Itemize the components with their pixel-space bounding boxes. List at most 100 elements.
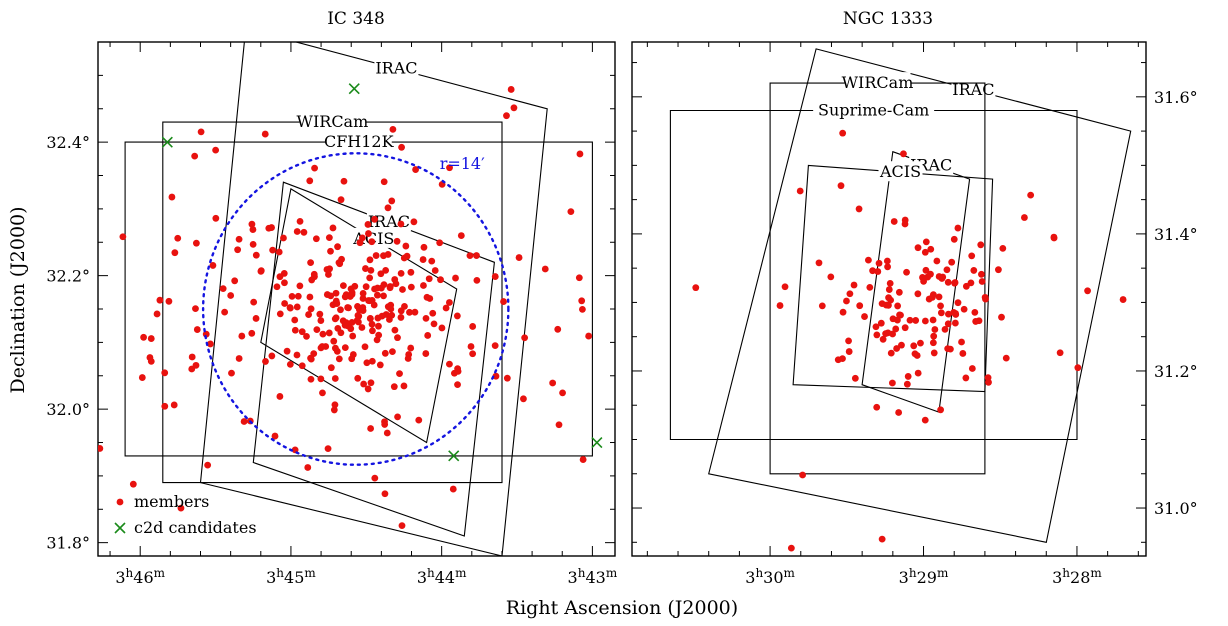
member-point (281, 300, 289, 307)
member-point (396, 370, 403, 378)
member-point (316, 310, 324, 318)
member-point (869, 267, 877, 275)
member-point (929, 316, 937, 324)
member-point (925, 295, 933, 303)
member-point (1021, 214, 1028, 221)
member-point (235, 235, 243, 243)
ic348-panel: IC 348 (97, 9, 616, 557)
member-point (968, 365, 976, 372)
footprint-wircam (769, 82, 986, 475)
member-point (319, 389, 326, 397)
member-point (914, 369, 922, 377)
member-point (334, 243, 341, 251)
member-point (424, 332, 432, 339)
member-point (359, 304, 367, 311)
member-point (507, 86, 515, 93)
ngc1333-title: NGC 1333 (843, 9, 933, 29)
footprint-label-bg (813, 99, 935, 120)
member-point (407, 283, 415, 291)
member-point (341, 293, 349, 301)
x-tick-label: 3h45m (266, 566, 316, 587)
member-point (885, 301, 892, 309)
member-point (161, 402, 169, 410)
member-point (206, 340, 214, 348)
member-point (885, 294, 892, 302)
member-point (998, 313, 1005, 321)
member-point (271, 432, 279, 440)
member-point (249, 240, 257, 248)
member-point (874, 268, 882, 275)
member-point (559, 389, 566, 397)
member-point (165, 297, 173, 305)
member-point (567, 208, 575, 216)
member-point (361, 343, 369, 351)
member-point (520, 395, 527, 403)
member-point (359, 295, 367, 302)
member-point (326, 265, 333, 273)
member-point (446, 164, 453, 172)
member-point (1050, 233, 1058, 241)
member-point (827, 273, 835, 281)
member-point (948, 258, 956, 266)
member-point (927, 245, 935, 253)
member-point (407, 268, 415, 276)
y-axis-title: Declination (J2000) (7, 206, 29, 393)
member-point (351, 282, 359, 290)
member-point (901, 216, 909, 224)
member-point (429, 309, 437, 317)
member-point (865, 256, 872, 264)
member-point (922, 238, 930, 246)
c2d-candidate-point (591, 436, 603, 449)
member-point (466, 252, 474, 260)
member-point (212, 214, 220, 222)
member-point (337, 306, 344, 314)
member-point (578, 297, 586, 305)
member-point (394, 413, 401, 421)
member-point (248, 329, 256, 337)
member-point (161, 369, 169, 377)
member-point (781, 283, 789, 291)
member-point (286, 304, 294, 312)
member-point (276, 310, 284, 318)
member-point (340, 177, 348, 185)
member-point (491, 273, 499, 280)
member-point (174, 234, 182, 242)
footprint-cfh12k (124, 141, 593, 457)
member-point (420, 243, 428, 251)
member-point (503, 374, 511, 382)
member-point (382, 266, 390, 274)
member-point (452, 274, 459, 282)
member-point (388, 197, 396, 205)
legend-label: members (134, 492, 209, 511)
member-point (355, 318, 362, 326)
member-point (367, 425, 375, 432)
member-point (875, 259, 883, 267)
member-point (298, 328, 306, 336)
member-point (975, 317, 983, 325)
member-point (892, 325, 900, 333)
member-point (420, 282, 427, 289)
member-point (422, 350, 430, 357)
member-point (98, 445, 104, 452)
member-point (850, 281, 858, 289)
member-point (281, 279, 288, 287)
member-point (363, 359, 371, 367)
member-point (330, 406, 338, 414)
member-point (883, 257, 891, 265)
member-point (937, 302, 944, 310)
member-point (307, 375, 315, 383)
member-point (935, 293, 943, 301)
x-tick-label: 3h46m (115, 566, 165, 587)
member-point (917, 339, 924, 347)
member-point (515, 254, 523, 261)
member-point (250, 298, 258, 306)
member-point (930, 349, 938, 357)
c2d-candidate-point (348, 83, 360, 95)
member-point (212, 146, 220, 154)
footprint-label: IRAC (952, 80, 994, 99)
member-point (344, 304, 352, 311)
member-point (360, 380, 368, 388)
member-point (454, 381, 461, 389)
